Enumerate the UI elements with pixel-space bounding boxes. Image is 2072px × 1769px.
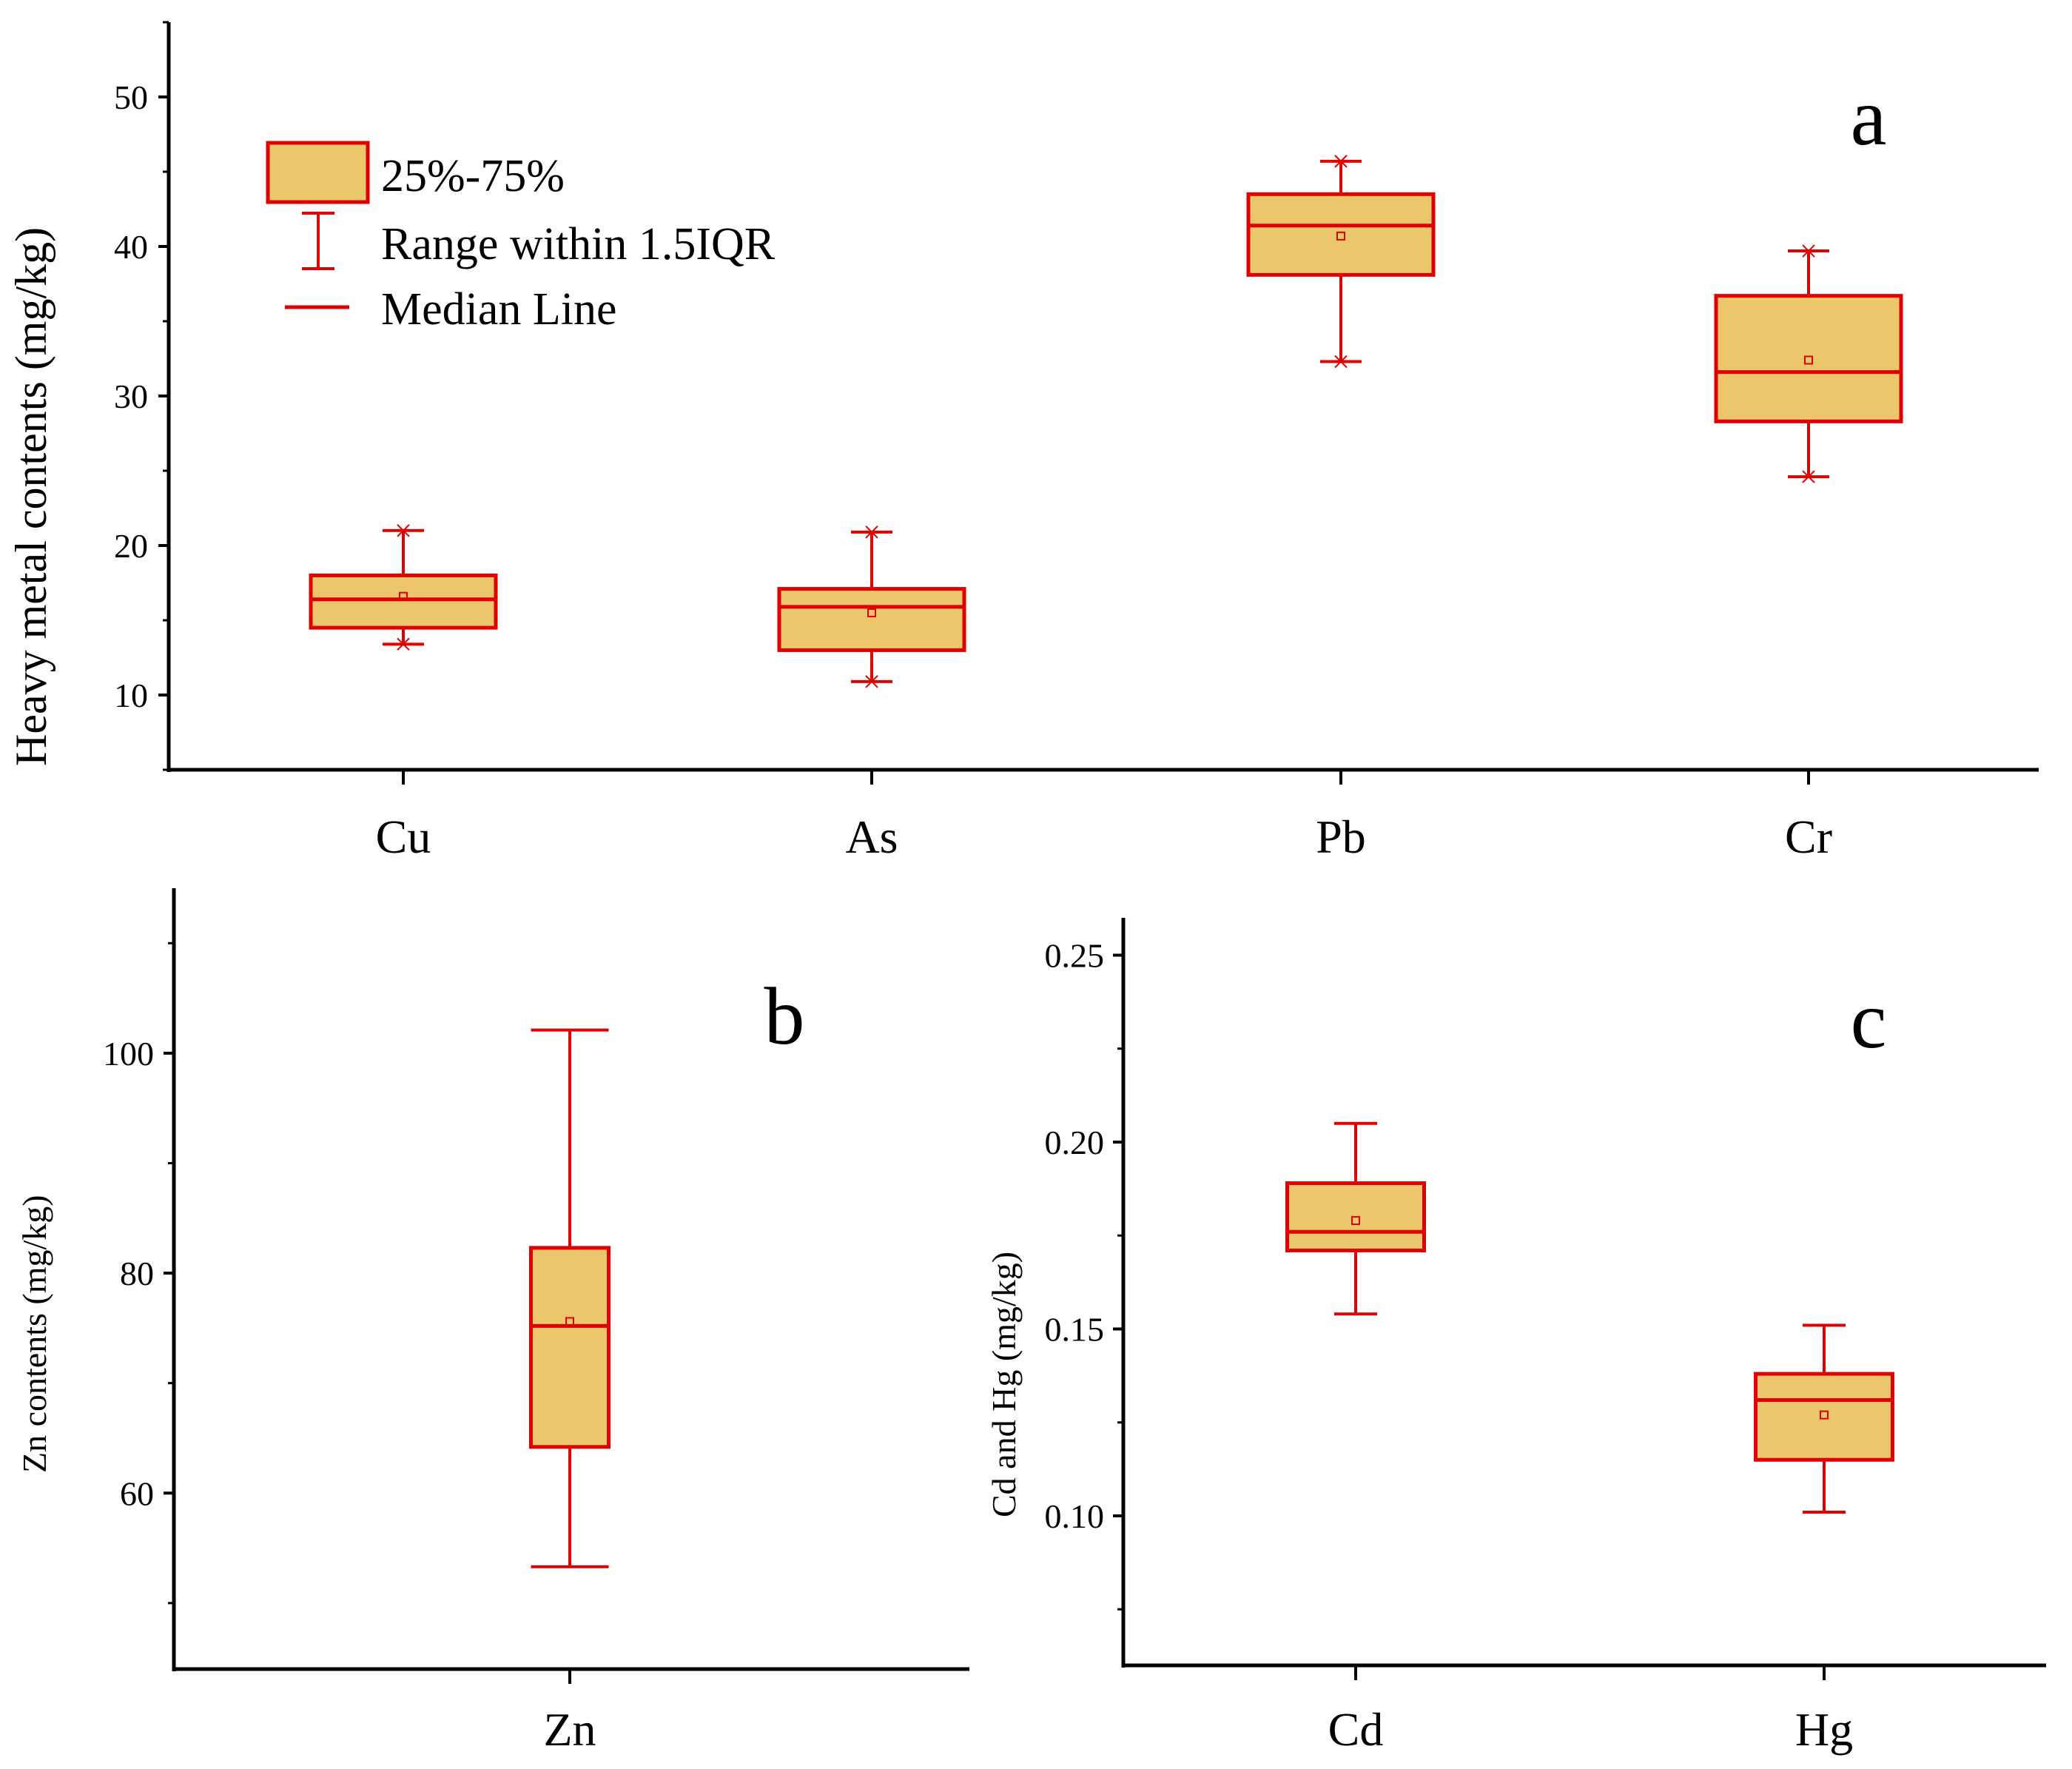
y-tick-label: 0.25 bbox=[1045, 937, 1105, 975]
legend-box-label: 25%-75% bbox=[381, 151, 565, 201]
y-tick-label: 20 bbox=[114, 527, 148, 565]
panel-label: b bbox=[764, 971, 805, 1061]
x-tick-label-pb: Pb bbox=[1316, 810, 1366, 863]
x-tick-label-cd: Cd bbox=[1328, 1703, 1384, 1756]
y-axis-label: Cd and Hg (mg/kg) bbox=[985, 1252, 1023, 1517]
y-axis-label: Heavy metal contents (mg/kg) bbox=[7, 227, 56, 766]
x-tick-label-cr: Cr bbox=[1785, 810, 1832, 863]
min-marker-as bbox=[865, 675, 878, 688]
x-tick-label-as: As bbox=[845, 810, 898, 863]
y-tick-label: 0.15 bbox=[1045, 1311, 1105, 1349]
y-tick-label: 80 bbox=[120, 1255, 154, 1292]
min-marker-cu bbox=[397, 637, 410, 651]
legend: 25%-75% Range within 1.5IQR Median Line bbox=[266, 141, 776, 335]
min-marker-cr bbox=[1802, 470, 1815, 483]
max-marker-cu bbox=[397, 524, 410, 537]
mean-marker-pb bbox=[1336, 231, 1345, 241]
mean-marker-cr bbox=[1804, 355, 1813, 365]
box-as bbox=[777, 587, 966, 652]
x-tick-label-zn: Zn bbox=[543, 1703, 596, 1756]
y-tick-label: 10 bbox=[114, 677, 148, 714]
y-tick-label: 50 bbox=[114, 78, 148, 116]
mean-marker-zn bbox=[565, 1317, 574, 1326]
min-marker-pb bbox=[1334, 355, 1348, 369]
mean-marker-hg bbox=[1820, 1410, 1829, 1420]
mean-marker-cu bbox=[399, 591, 408, 601]
x-tick-label-cu: Cu bbox=[376, 810, 431, 863]
panel-b: 60 80 100 Zn contents (mg/kg) b Zn bbox=[16, 888, 969, 1756]
max-marker-cr bbox=[1802, 244, 1815, 258]
max-marker-pb bbox=[1334, 155, 1348, 168]
y-tick-label: 40 bbox=[114, 228, 148, 266]
panel-c: 0.10 0.15 0.20 0.25 Cd and Hg (mg/kg) c Cd Hg bbox=[985, 918, 2046, 1756]
mean-marker-cd bbox=[1351, 1216, 1360, 1226]
box-hg bbox=[1754, 1372, 1894, 1462]
y-axis-label: Zn contents (mg/kg) bbox=[16, 1195, 53, 1473]
panel-label: a bbox=[1851, 72, 1887, 162]
box-pb bbox=[1246, 192, 1436, 277]
box-cu bbox=[309, 573, 498, 630]
mean-marker-as bbox=[867, 608, 876, 617]
panel-a: 10 20 30 40 50 Heavy metal contents (mg/kg) a C… bbox=[7, 21, 2039, 863]
legend-whisker-label: Range within 1.5IQR bbox=[381, 219, 776, 269]
box-zn bbox=[529, 1246, 610, 1449]
max-marker-as bbox=[865, 526, 878, 539]
legend-median-label: Median Line bbox=[381, 284, 617, 335]
y-tick-label: 30 bbox=[114, 377, 148, 415]
y-tick-label: 100 bbox=[103, 1035, 154, 1073]
y-tick-label: 60 bbox=[120, 1474, 154, 1512]
legend-box-swatch bbox=[266, 141, 370, 204]
panel-label: c bbox=[1851, 975, 1887, 1065]
y-tick-label: 0.10 bbox=[1045, 1497, 1105, 1535]
box-cr bbox=[1714, 294, 1903, 423]
x-tick-label-hg: Hg bbox=[1795, 1703, 1853, 1756]
y-tick-label: 0.20 bbox=[1045, 1124, 1105, 1161]
